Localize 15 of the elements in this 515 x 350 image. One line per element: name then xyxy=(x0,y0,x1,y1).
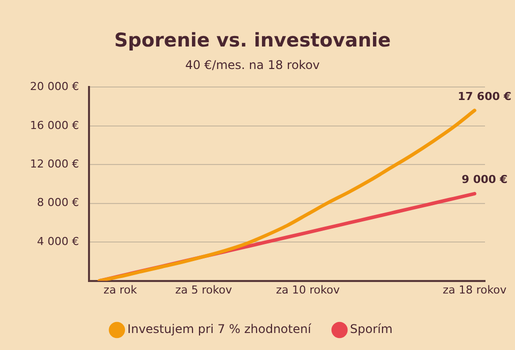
data-label: 9 000 € xyxy=(462,173,508,186)
x-tick-label: za 5 rokov xyxy=(175,283,232,296)
x-tick-label: za rok xyxy=(104,283,138,296)
legend-label: Investujem pri 7 % zhodnotení xyxy=(127,322,312,336)
y-tick-label: 20 000 € xyxy=(30,80,79,94)
x-tick-label: za 18 rokov xyxy=(442,283,507,296)
y-tick-label: 4 000 € xyxy=(36,234,79,248)
y-tick-label: 16 000 € xyxy=(30,118,79,132)
data-label: 17 600 € xyxy=(458,90,512,103)
chart-title: Sporenie vs. investovanie xyxy=(114,29,391,52)
chart-subtitle: 40 €/mes. na 18 rokov xyxy=(185,58,320,72)
y-tick-label: 8 000 € xyxy=(36,196,79,210)
x-tick-label: za 10 rokov xyxy=(276,283,340,296)
y-tick-label: 12 000 € xyxy=(30,158,79,170)
legend-label: Sporím xyxy=(350,322,393,336)
